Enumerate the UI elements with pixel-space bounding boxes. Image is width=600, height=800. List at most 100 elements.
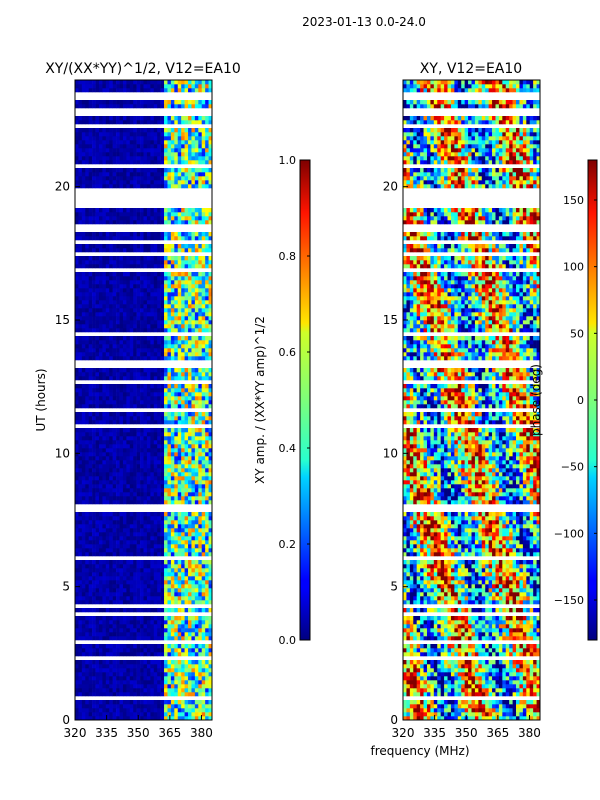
amplitude-cell — [109, 320, 113, 325]
amplitude-cell — [153, 664, 158, 669]
amplitude-cell — [112, 700, 117, 705]
amplitude-cell — [92, 624, 96, 629]
amplitude-cell — [181, 460, 185, 465]
amplitude-cell — [194, 432, 199, 437]
amplitude-cell — [136, 492, 141, 497]
amplitude-cell — [102, 136, 107, 141]
amplitude-cell — [164, 208, 168, 213]
amplitude-cell — [112, 488, 117, 493]
amplitude-cell — [81, 552, 86, 557]
amplitude-cell — [170, 208, 175, 213]
amplitude-cell — [140, 492, 144, 497]
amplitude-cell — [133, 152, 137, 157]
amplitude-cell — [102, 384, 107, 389]
amplitude-cell — [157, 348, 161, 353]
amplitude-cell — [88, 388, 93, 393]
amplitude-cell — [167, 404, 172, 409]
amplitude-cell — [164, 676, 168, 681]
amplitude-cell — [119, 184, 124, 189]
amplitude-cell — [188, 140, 192, 145]
amplitude-cell — [88, 420, 93, 425]
amplitude-cell — [85, 624, 89, 629]
amplitude-cell — [78, 452, 83, 457]
amplitude-cell — [119, 464, 124, 469]
amplitude-cell — [102, 480, 107, 485]
amplitude-cell — [78, 444, 83, 449]
amplitude-cell — [184, 348, 189, 353]
amplitude-cell — [201, 148, 206, 153]
amplitude-cell — [136, 336, 141, 341]
amplitude-cell — [164, 116, 168, 121]
amplitude-cell — [184, 636, 189, 641]
amplitude-cell — [112, 168, 117, 173]
amplitude-cell — [140, 156, 144, 161]
amplitude-cell — [85, 464, 89, 469]
amplitude-cell — [208, 708, 213, 713]
amplitude-cell — [160, 484, 165, 489]
amplitude-cell — [174, 648, 179, 653]
amplitude-cell — [95, 152, 100, 157]
amplitude-cell — [194, 316, 199, 321]
amplitude-cell — [95, 304, 100, 309]
amplitude-cell — [75, 628, 79, 633]
amplitude-cell — [98, 428, 103, 433]
amplitude-cell — [129, 272, 134, 277]
amplitude-cell — [75, 644, 79, 649]
amplitude-cell — [205, 568, 209, 573]
amplitude-cell — [105, 280, 110, 285]
amplitude-cell — [160, 592, 165, 597]
amplitude-cell — [181, 520, 185, 525]
amplitude-cell — [194, 344, 199, 349]
amplitude-cell — [129, 512, 134, 517]
amplitude-cell — [184, 532, 189, 537]
amplitude-cell — [184, 668, 189, 673]
amplitude-cell — [170, 176, 175, 181]
amplitude-cell — [95, 440, 100, 445]
amplitude-cell — [105, 716, 110, 721]
amplitude-cell — [122, 676, 127, 681]
amplitude-cell — [157, 404, 161, 409]
amplitude-cell — [198, 516, 203, 521]
amplitude-cell — [105, 208, 110, 213]
amplitude-cell — [129, 396, 134, 401]
amplitude-cell — [146, 660, 151, 665]
amplitude-cell — [102, 272, 107, 277]
amplitude-cell — [81, 496, 86, 501]
amplitude-cell — [126, 208, 131, 213]
amplitude-cell — [164, 600, 168, 605]
amplitude-cell — [191, 116, 196, 121]
amplitude-cell — [140, 172, 144, 177]
amplitude-cell — [75, 236, 79, 241]
amplitude-cell — [105, 672, 110, 677]
amplitude-cell — [167, 692, 172, 697]
amplitude-cell — [177, 152, 182, 157]
amplitude-cell — [153, 500, 158, 505]
amplitude-cell — [167, 616, 172, 621]
amplitude-cell — [194, 568, 199, 573]
amplitude-cell — [136, 304, 141, 309]
amplitude-cell — [140, 180, 144, 185]
amplitude-cell — [116, 416, 120, 421]
amplitude-cell — [170, 300, 175, 305]
amplitude-cell — [146, 436, 151, 441]
amplitude-cell — [153, 592, 158, 597]
amplitude-cell — [188, 312, 192, 317]
amplitude-cell — [78, 568, 83, 573]
amplitude-cell — [122, 356, 127, 361]
amplitude-cell — [136, 392, 141, 397]
amplitude-cell — [174, 448, 179, 453]
amplitude-cell — [75, 400, 79, 405]
amplitude-cell — [112, 208, 117, 213]
amplitude-cell — [95, 308, 100, 313]
amplitude-cell — [140, 384, 144, 389]
amplitude-cell — [119, 524, 124, 529]
amplitude-cell — [174, 160, 179, 165]
amplitude-cell — [136, 404, 141, 409]
amplitude-cell — [143, 244, 148, 249]
amplitude-cell — [119, 336, 124, 341]
amplitude-cell — [170, 160, 175, 165]
amplitude-cell — [85, 328, 89, 333]
amplitude-cell — [188, 452, 192, 457]
amplitude-cell — [143, 320, 148, 325]
amplitude-cell — [98, 488, 103, 493]
